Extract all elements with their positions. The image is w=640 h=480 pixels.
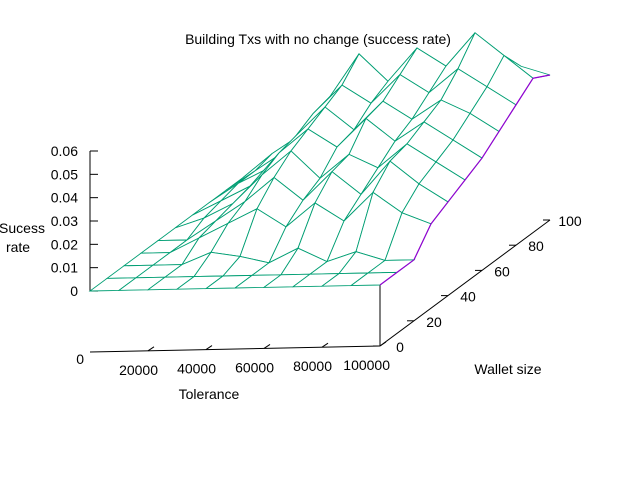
y-axis-label: Wallet size xyxy=(474,361,541,377)
surface-edge xyxy=(532,74,551,79)
surface-edge xyxy=(379,271,398,286)
x-tick-label: 40000 xyxy=(177,361,216,377)
surface-mesh xyxy=(88,32,551,292)
x-tick-label: 20000 xyxy=(119,362,158,378)
x-tick-label: 60000 xyxy=(235,359,274,375)
z-tick-label: 0.05 xyxy=(51,166,78,182)
x-axis-ticks: 20000 40000 60000 80000 100000 xyxy=(119,341,390,378)
surface-edge xyxy=(413,223,432,261)
x-axis-label: Tolerance xyxy=(179,386,240,402)
z-tick-label: 0.01 xyxy=(51,260,78,276)
y-tick-label: 0 xyxy=(396,339,404,355)
z-tick-label: 0.06 xyxy=(51,143,78,159)
x-tick-mark xyxy=(263,343,271,349)
x-tick-label: 100000 xyxy=(343,357,390,373)
y-tick-label: 60 xyxy=(494,263,510,279)
z-axis-label-line-2: rate xyxy=(6,239,30,255)
x-tick-mark xyxy=(379,341,387,347)
y-axis-ticks: 0 20 40 60 80 100 xyxy=(373,213,582,355)
surface-edge xyxy=(464,157,483,181)
x-tick-mark xyxy=(205,345,213,351)
z-tick-label: 0.02 xyxy=(51,236,78,252)
z-tick-label: 0.03 xyxy=(51,213,78,229)
base-plane-label: 0 xyxy=(76,351,84,367)
x-tick-label: 80000 xyxy=(293,358,332,374)
z-axis-ticks: 0 0.01 0.02 0.03 0.04 0.05 0.06 xyxy=(51,143,98,299)
surface-edge xyxy=(515,77,534,106)
surface-edge xyxy=(481,131,500,159)
x-axis-line xyxy=(89,345,381,353)
y-tick-label: 20 xyxy=(426,314,442,330)
surface-edge xyxy=(396,259,415,273)
z-tick-label: 0.04 xyxy=(51,190,78,206)
y-tick-label: 100 xyxy=(558,213,582,229)
y-tick-label: 40 xyxy=(460,289,476,305)
y-axis-line xyxy=(379,219,551,347)
z-tick-label: 0 xyxy=(70,283,78,299)
z-axis-label-line-1: Sucess xyxy=(0,220,45,236)
y-tick-label: 80 xyxy=(528,238,544,254)
x-tick-mark xyxy=(147,346,155,352)
surface-edge xyxy=(498,104,517,132)
x-tick-mark xyxy=(321,342,329,348)
chart-title: Building Txs with no change (success rat… xyxy=(185,31,451,47)
surface-edge xyxy=(447,179,466,203)
surface-edge xyxy=(430,201,449,225)
